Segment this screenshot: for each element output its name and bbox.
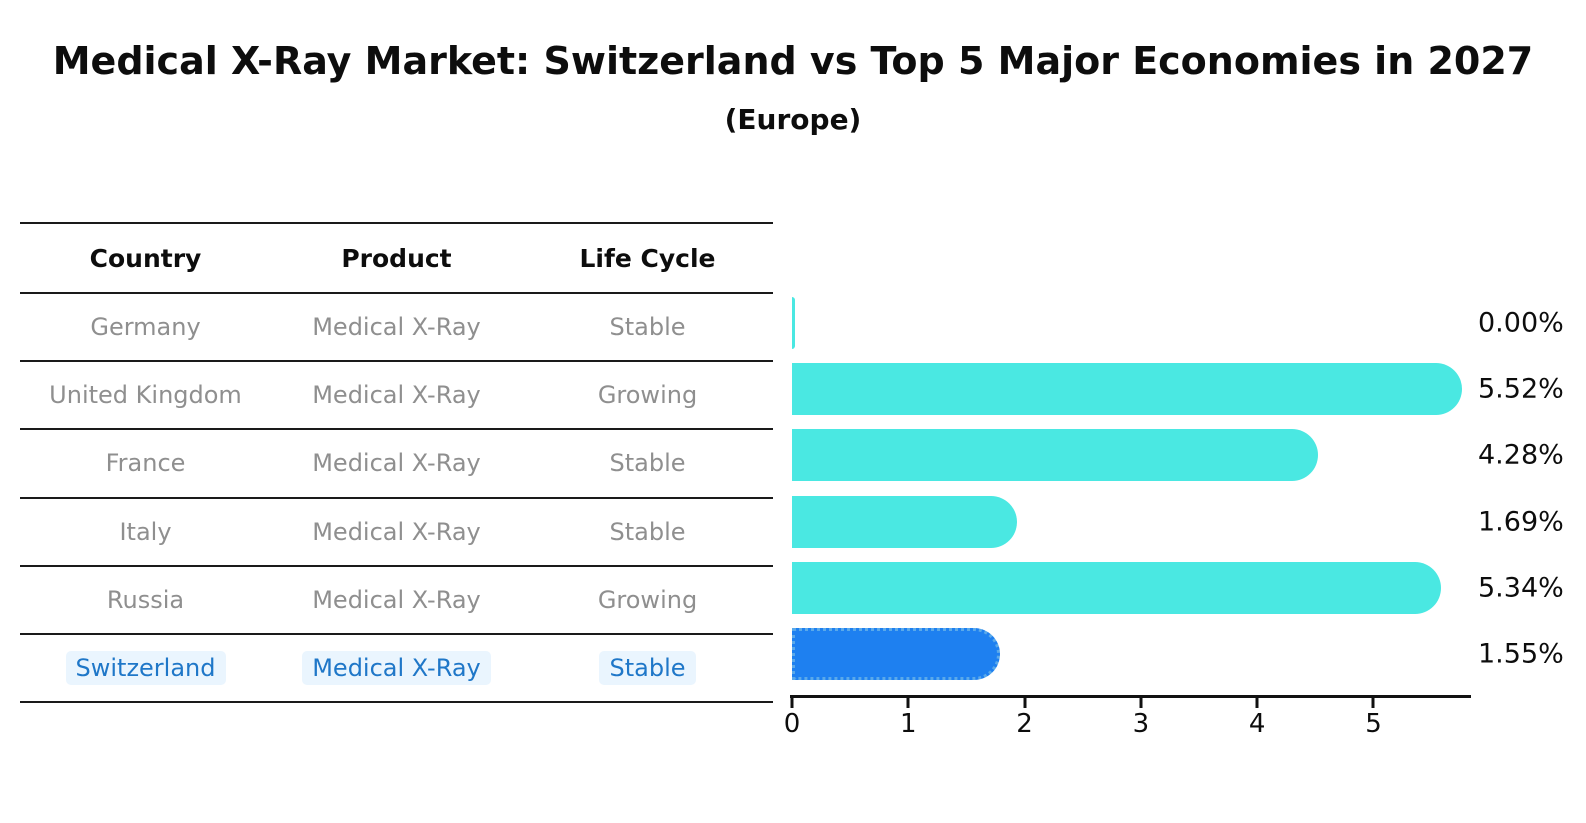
table-row: Italy Medical X-Ray Stable — [20, 499, 773, 567]
bar-value-label: 4.28% — [1478, 439, 1564, 471]
table-body: Germany Medical X-Ray Stable United Kingdom… — [20, 294, 773, 704]
table-cell-life-cycle: Growing — [597, 585, 698, 614]
x-axis-tick-label: 4 — [1248, 709, 1266, 739]
table-header-row: Country Product Life Cycle — [20, 224, 773, 294]
bar-germany — [792, 297, 795, 350]
bar-value-label: 0.00% — [1478, 307, 1564, 339]
chart-subtitle: (Europe) — [724, 103, 862, 137]
x-axis-tick-label: 5 — [1365, 709, 1382, 739]
table-cell-country: Switzerland — [20, 651, 271, 686]
bar-russia — [792, 561, 1441, 614]
table-cell-product: Medical X-Ray — [312, 517, 481, 546]
table-row: Russia Medical X-Ray Growing — [20, 567, 773, 635]
table-cell-country: Italy — [119, 517, 172, 546]
bar-italy — [792, 495, 1017, 548]
bar-value-label: 1.55% — [1478, 638, 1564, 670]
column-header-life-cycle: Life Cycle — [579, 243, 716, 273]
x-axis-tick — [1255, 698, 1259, 708]
table-cell-country: United Kingdom — [49, 381, 242, 410]
bar-switzerland — [792, 627, 1001, 680]
country-table: Country Product Life Cycle Germany Medica… — [20, 222, 773, 704]
table-cell-life-cycle: Stable — [609, 517, 686, 546]
x-axis-tick — [1371, 698, 1375, 708]
table-row: United Kingdom Medical X-Ray Growing — [20, 362, 773, 431]
x-axis-tick — [1139, 698, 1143, 708]
x-axis-tick — [906, 698, 910, 708]
x-axis-tick-label: 0 — [783, 709, 801, 739]
column-header-country: Country — [89, 243, 202, 273]
table-cell-product: Medical X-Ray — [312, 449, 481, 478]
table-cell-product: Medical X-Ray — [312, 313, 481, 342]
table-row: Germany Medical X-Ray Stable — [20, 294, 773, 363]
bar-united-kingdom — [792, 363, 1462, 416]
table-row: France Medical X-Ray Stable — [20, 430, 773, 499]
table-cell-life-cycle: Stable — [522, 651, 773, 686]
table-cell-country: Germany — [90, 313, 201, 342]
bar-france — [792, 429, 1318, 482]
table-cell-product: Medical X-Ray — [271, 651, 522, 686]
x-axis-tick-label: 3 — [1132, 709, 1150, 739]
column-header-product: Product — [341, 243, 452, 273]
table-cell-life-cycle: Growing — [597, 381, 698, 410]
bar-value-label: 5.34% — [1478, 572, 1564, 604]
x-axis-tick-label: 2 — [1016, 709, 1033, 739]
table-cell-country: Russia — [106, 585, 185, 614]
x-axis-tick — [790, 698, 794, 708]
bar-chart-area: 0.00% 5.52% 4.28% 1.69% 5.34% 1.55% — [792, 290, 1586, 687]
x-axis: 0 1 2 3 4 5 — [784, 695, 1471, 740]
x-axis-tick-label: 1 — [900, 709, 917, 739]
chart-title: Medical X-Ray Market: Switzerland vs Top… — [52, 39, 1534, 84]
bar-value-label: 5.52% — [1478, 373, 1564, 405]
table-cell-product: Medical X-Ray — [312, 585, 481, 614]
table-row: Switzerland Medical X-Ray Stable — [20, 635, 773, 704]
table-cell-product: Medical X-Ray — [312, 381, 481, 410]
table-cell-life-cycle: Stable — [609, 313, 686, 342]
bar-value-label: 1.69% — [1478, 506, 1564, 538]
table-cell-country: France — [105, 449, 186, 478]
table-cell-life-cycle: Stable — [609, 449, 686, 478]
x-axis-line — [790, 695, 1471, 698]
x-axis-tick — [1023, 698, 1027, 708]
